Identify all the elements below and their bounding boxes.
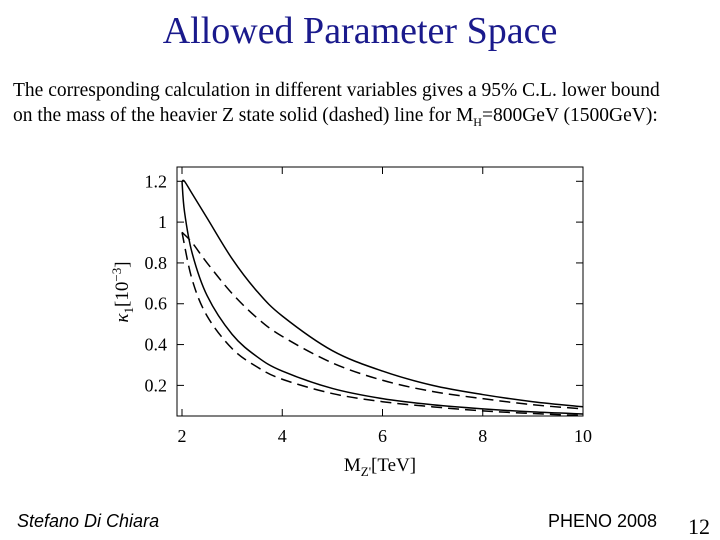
x-label-sub: Z' [361,464,371,479]
slide-title: Allowed Parameter Space [162,10,558,52]
body-line-2-b: =800GeV (1500GeV): [481,105,658,126]
body-line-2-a: on the mass of the heavier Z state solid… [13,105,474,126]
x-tick-label: 2 [178,426,187,446]
y-tick-label: 1.2 [145,171,168,191]
curves [181,179,584,417]
y-label-close: ] [112,261,133,267]
body-line-2-sub: H [473,114,482,129]
x-tick-label: 6 [378,426,387,446]
solid-curve-2 [181,181,584,415]
y-tick-label: 0.4 [145,335,168,355]
slide-body-text: The corresponding calculation in differe… [13,78,713,135]
page-number: 12 [688,514,710,539]
x-axis-label: MZ'[TeV] [344,455,416,479]
body-line-2: on the mass of the heavier Z state solid… [13,103,713,135]
y-label-sub: 1 [121,307,136,314]
x-tick-label: 4 [278,426,287,446]
y-tick-label: 0.8 [145,253,168,273]
y-axis-label: κ1[10−3] [109,261,136,322]
plot-frame [176,166,584,417]
y-tick-label: 0.2 [145,375,168,395]
solid-curve-1 [181,179,584,408]
author-name: Stefano Di Chiara [17,511,160,531]
axis-ticks: 2 4 6 8 10 0.2 0.4 0.6 0.8 1 1.2 [145,167,592,446]
y-label-main: κ [112,313,133,323]
dashed-curve-3 [181,231,584,410]
x-label-main: M [344,455,361,476]
x-tick-label: 8 [478,426,487,446]
dashed-curve-4 [181,232,584,417]
y-label-unit: [10 [112,282,133,307]
x-label-unit: [TeV] [371,455,416,476]
body-line-1: The corresponding calculation in differe… [13,80,660,101]
y-tick-label: 0.6 [145,294,168,314]
x-tick-label: 10 [574,426,592,446]
conference-name: PHENO 2008 [548,511,658,531]
y-tick-label: 1 [158,212,167,232]
kappa-vs-mass-chart: 2 4 6 8 100.20.40.60.811.2 MZ'[TeV] κ1[10−3] [109,166,592,479]
y-label-exp: −3 [109,268,124,282]
